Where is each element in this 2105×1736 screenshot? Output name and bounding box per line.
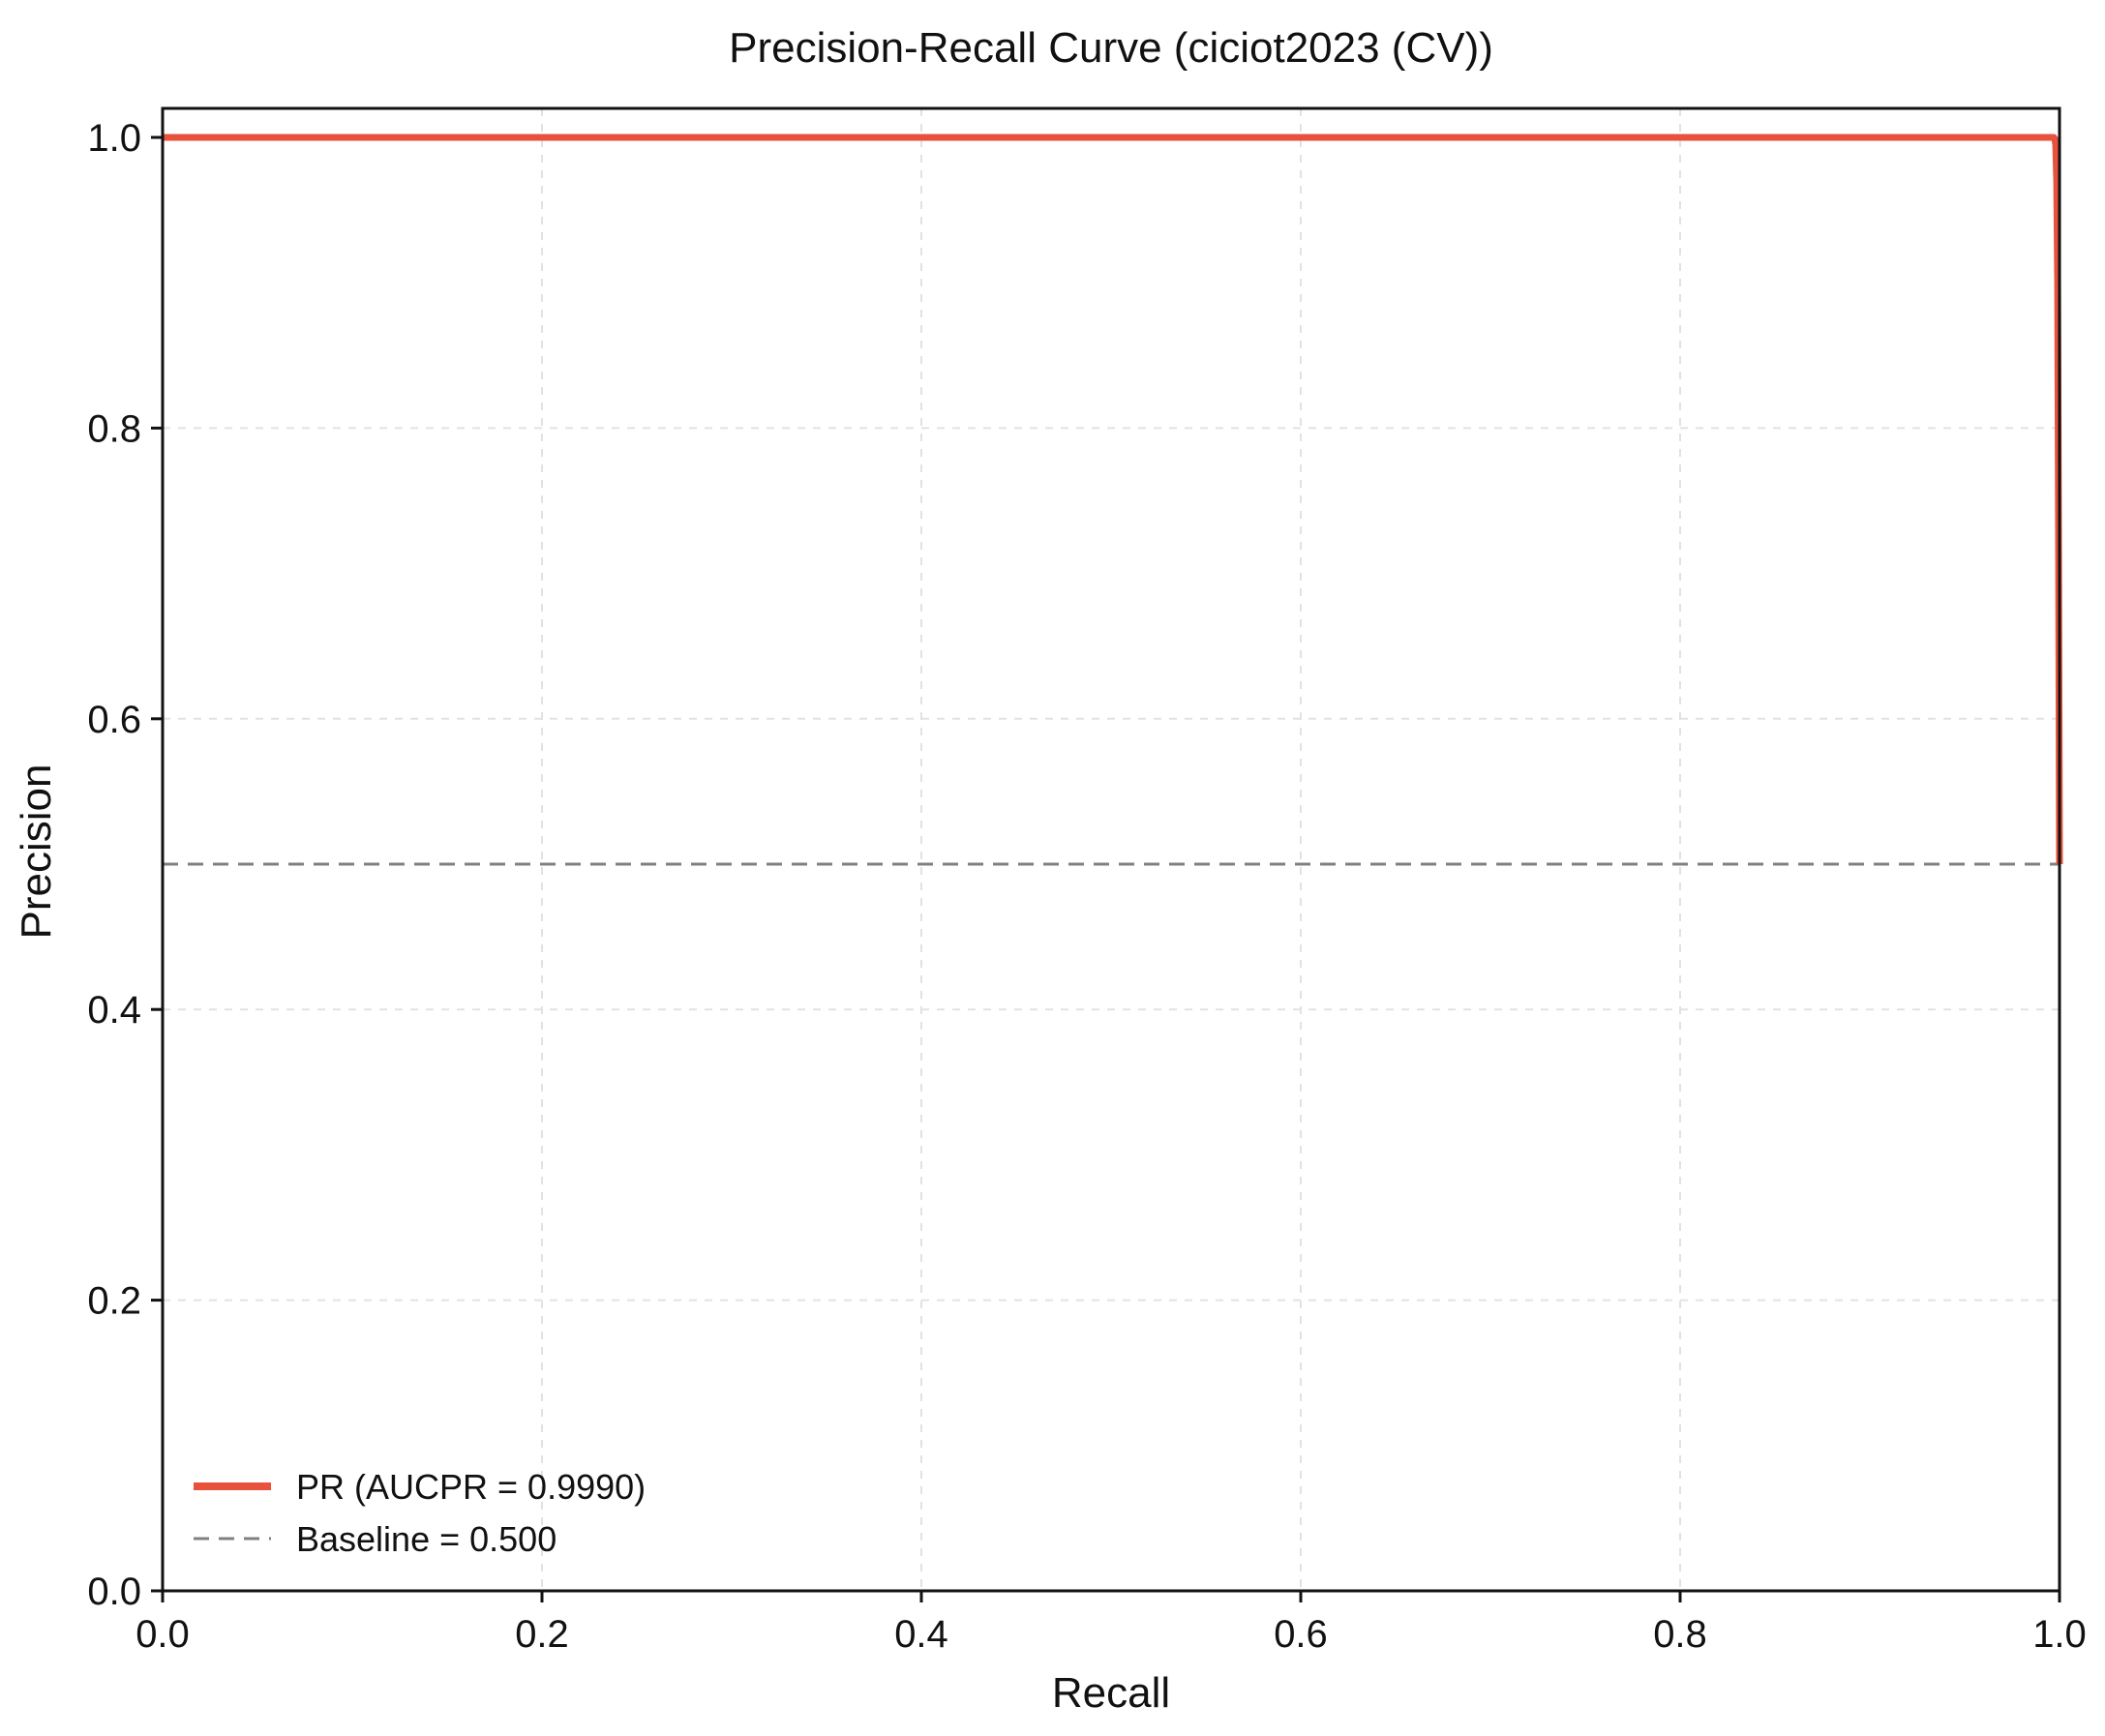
- x-tick-label: 1.0: [2032, 1613, 2087, 1656]
- y-tick-label: 1.0: [87, 117, 141, 160]
- grid-lines: [162, 108, 2060, 1592]
- plot-frame: [161, 106, 2061, 1593]
- legend-label-baseline: Baseline = 0.500: [296, 1519, 556, 1559]
- x-tick-label: 0.6: [1274, 1613, 1328, 1656]
- y-tick-label: 0.6: [87, 699, 141, 741]
- y-tick-label: 0.4: [87, 989, 141, 1032]
- plot-series: [163, 134, 2063, 866]
- legend-label-pr: PR (AUCPR = 0.9990): [296, 1467, 646, 1507]
- legend: PR (AUCPR = 0.9990) Baseline = 0.500: [194, 1467, 646, 1559]
- axis-ticks: 0.0 0.2 0.4 0.6 0.8 1.0 0.0 0.2 0.4 0.6 0.8 1.0: [87, 117, 2086, 1656]
- y-tick-label: 0.0: [87, 1571, 141, 1613]
- x-axis-label: Recall: [1052, 1669, 1170, 1717]
- x-tick-label: 0.2: [515, 1613, 569, 1656]
- x-tick-label: 0.8: [1653, 1613, 1707, 1656]
- chart-title: Precision-Recall Curve (ciciot2023 (CV)): [729, 24, 1493, 72]
- y-axis-label: Precision: [13, 764, 60, 940]
- x-tick-label: 0.0: [135, 1613, 190, 1656]
- y-tick-label: 0.2: [87, 1280, 141, 1323]
- x-tick-label: 0.4: [894, 1613, 948, 1656]
- y-tick-label: 0.8: [87, 407, 141, 450]
- pr-series-line: [163, 134, 2063, 865]
